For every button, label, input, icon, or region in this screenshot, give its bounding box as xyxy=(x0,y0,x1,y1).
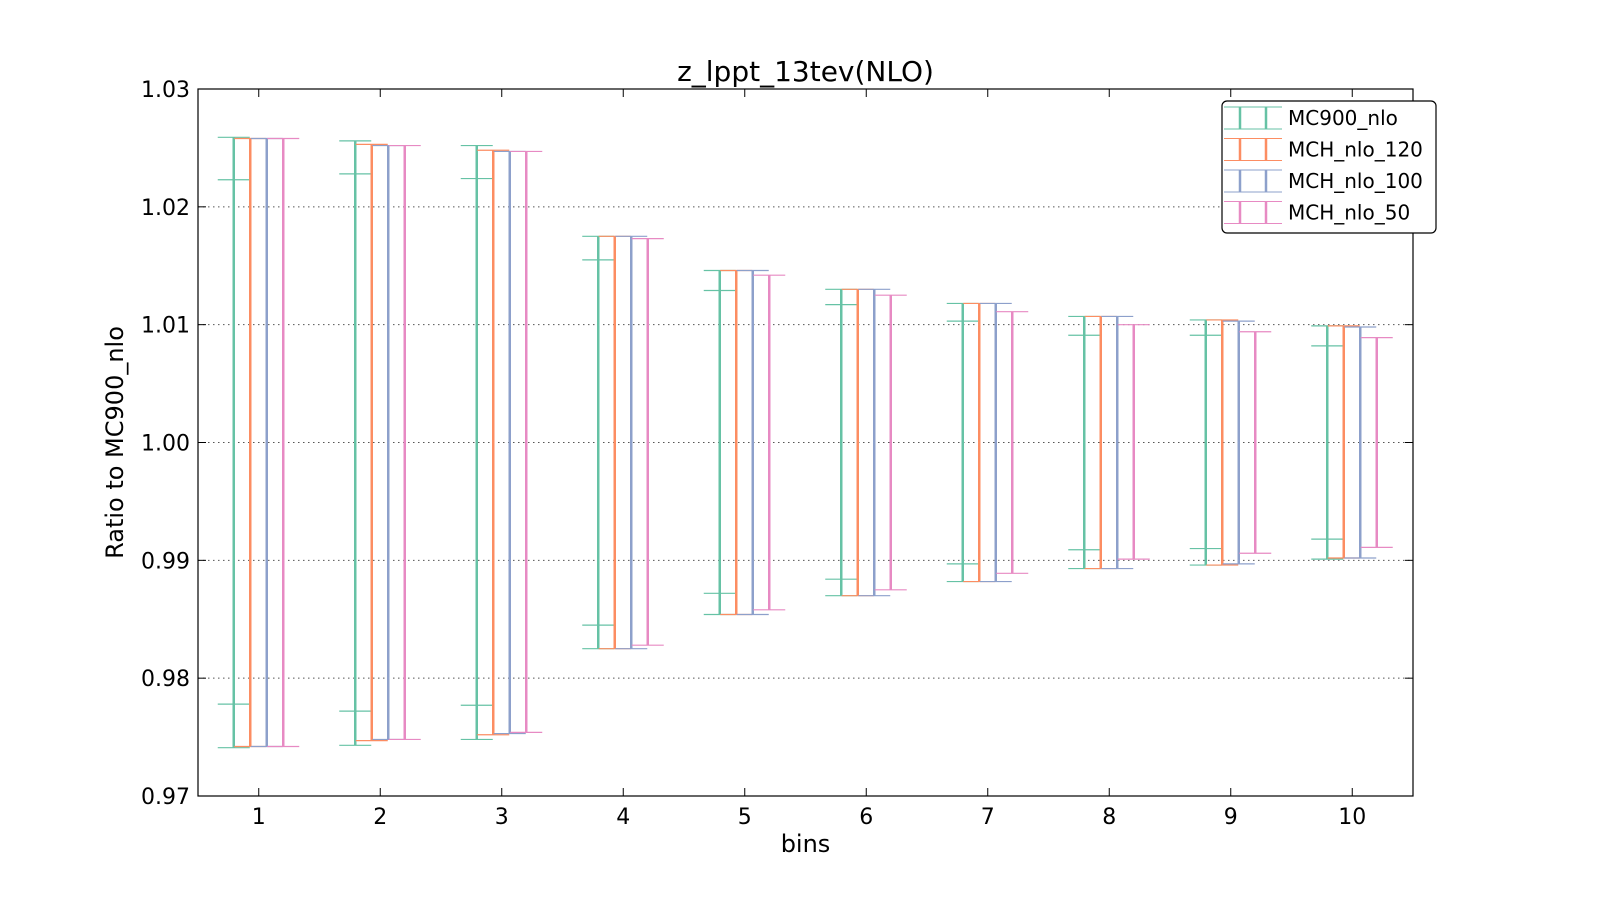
errorbar-MCH_nlo_50-bin-6 xyxy=(874,294,907,591)
legend-label: MC900_nlo xyxy=(1288,106,1398,130)
errorbar-MCH_nlo_50-bin-2 xyxy=(388,144,421,741)
errorbar-MC900_nlo-bin-1 xyxy=(217,136,250,749)
errorbar-MCH_nlo_100-bin-4 xyxy=(615,235,648,650)
y-tick-label: 1.00 xyxy=(141,432,190,457)
x-tick-label: 10 xyxy=(1338,805,1366,830)
x-tick-label: 1 xyxy=(252,805,266,830)
errorbar-MC900_nlo-bin-10 xyxy=(1311,325,1344,560)
errorbar-MCH_nlo_100-bin-8 xyxy=(1101,315,1134,570)
errorbar-MCH_nlo_100-bin-6 xyxy=(858,288,891,597)
errorbar-MC900_nlo-bin-3 xyxy=(460,144,493,741)
x-tick-label: 5 xyxy=(738,805,752,830)
errorbar-MCH_nlo_100-bin-5 xyxy=(736,269,769,616)
y-tick-label: 0.99 xyxy=(141,549,190,574)
legend-entry-MCH_nlo_120: MCH_nlo_120 xyxy=(1224,138,1423,162)
y-axis-title: Ratio to MC900_nlo xyxy=(101,326,129,559)
errorbar-MCH_nlo_120-bin-2 xyxy=(355,143,388,742)
errorbar-MCH_nlo_120-bin-9 xyxy=(1206,319,1239,566)
legend-label: MCH_nlo_120 xyxy=(1288,138,1423,162)
y-tick-label: 1.03 xyxy=(141,78,190,103)
errorbar-MCH_nlo_100-bin-7 xyxy=(979,302,1012,583)
errorbar-MCH_nlo_100-bin-9 xyxy=(1222,320,1255,565)
errorbar-MC900_nlo-bin-6 xyxy=(825,288,858,597)
legend-entry-MCH_nlo_100: MCH_nlo_100 xyxy=(1224,169,1423,193)
chart-title: z_lppt_13tev(NLO) xyxy=(677,55,934,88)
errorbar-MC900_nlo-bin-2 xyxy=(339,140,372,746)
legend-label: MCH_nlo_100 xyxy=(1288,169,1423,193)
errorbar-MCH_nlo_50-bin-8 xyxy=(1117,324,1150,560)
errorbar-MCH_nlo_50-bin-7 xyxy=(996,311,1029,574)
axis-ticks: 0.97 0.98 0.99 1.00 1.01 1.02 1.03 1 2 3 4 5 6 7 8 9 10 xyxy=(141,78,1413,830)
errorbar-MCH_nlo_50-bin-4 xyxy=(631,238,664,646)
legend-box xyxy=(1221,100,1437,234)
x-tick-label: 4 xyxy=(616,805,630,830)
errorbar-MCH_nlo_50-bin-10 xyxy=(1360,337,1393,548)
y-tick-label: 1.02 xyxy=(141,196,190,221)
legend-entry-MCH_nlo_50: MCH_nlo_50 xyxy=(1224,201,1410,225)
errorbar-MCH_nlo_50-bin-3 xyxy=(510,150,543,733)
errorbar-MCH_nlo_50-bin-5 xyxy=(753,274,786,611)
errorbar-MCH_nlo_100-bin-10 xyxy=(1344,326,1377,559)
errorbar-MC900_nlo-bin-4 xyxy=(582,235,615,650)
x-tick-label: 6 xyxy=(859,805,873,830)
legend-entry-MC900_nlo: MC900_nlo xyxy=(1224,106,1398,130)
y-tick-label: 1.01 xyxy=(141,314,190,339)
errorbar-MCH_nlo_120-bin-3 xyxy=(477,149,510,736)
x-tick-label: 9 xyxy=(1224,805,1238,830)
error-bars xyxy=(217,136,1393,749)
legend: MC900_nlo MCH_nlo_120 MCH_nlo_100 MCH_nlo_5… xyxy=(1221,100,1437,234)
legend-label: MCH_nlo_50 xyxy=(1288,201,1410,225)
x-axis-title: bins xyxy=(781,830,831,858)
y-tick-label: 0.97 xyxy=(141,785,190,810)
x-tick-label: 7 xyxy=(981,805,995,830)
errorbar-MCH_nlo_50-bin-9 xyxy=(1239,331,1272,554)
errorbar-MCH_nlo_50-bin-1 xyxy=(267,137,300,748)
y-tick-label: 0.98 xyxy=(141,667,190,692)
x-tick-label: 2 xyxy=(373,805,387,830)
x-tick-label: 3 xyxy=(495,805,509,830)
x-tick-label: 8 xyxy=(1102,805,1116,830)
